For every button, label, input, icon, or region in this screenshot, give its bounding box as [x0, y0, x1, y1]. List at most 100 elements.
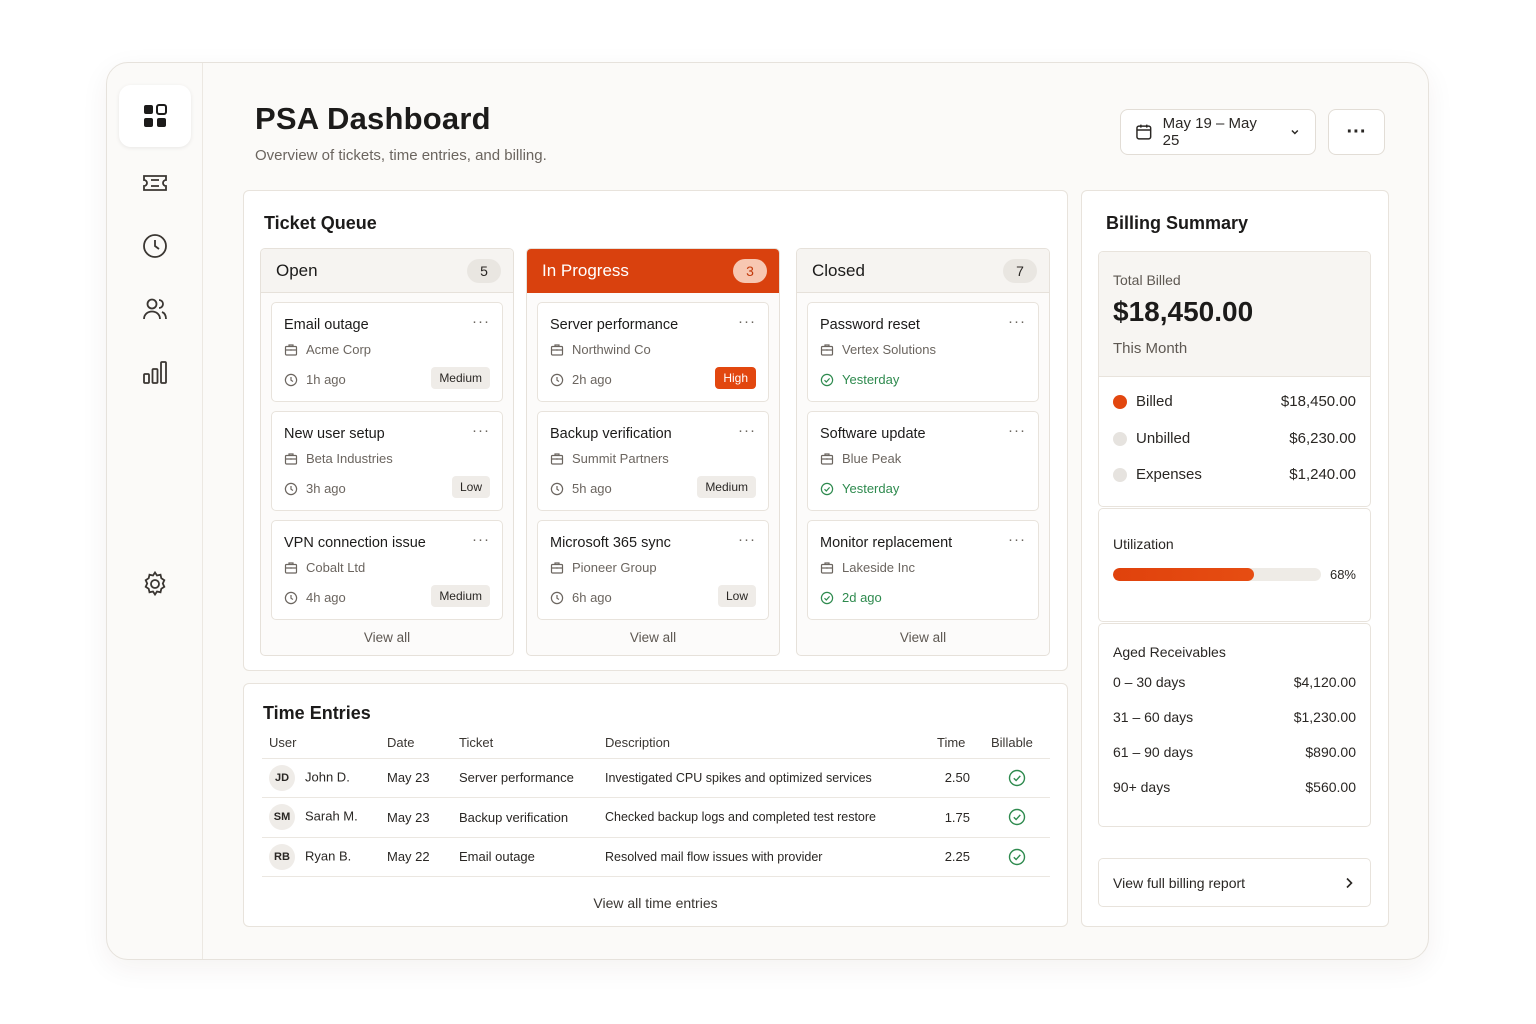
- ticket-card[interactable]: VPN connection issue ··· Cobalt Ltd 4h ago M…: [271, 520, 503, 620]
- aged-receivable-row: 90+ days $560.00: [1113, 779, 1356, 795]
- ticket-time: 4h ago: [284, 590, 346, 605]
- sidebar-item-reports[interactable]: [119, 341, 191, 403]
- ticket-client-name: Acme Corp: [306, 342, 372, 357]
- ticket-client: Vertex Solutions: [820, 342, 936, 357]
- ticket-menu-button[interactable]: ···: [1008, 313, 1026, 330]
- building-icon: [550, 452, 564, 465]
- column-count-badge: 3: [733, 258, 767, 283]
- priority-badge: Medium: [697, 476, 756, 498]
- ticket-time-label: 3h ago: [306, 481, 346, 496]
- date-range-picker[interactable]: May 19 – May 25: [1120, 109, 1316, 155]
- cell-user: JD John D.: [262, 758, 380, 798]
- aged-receivable-row: 31 – 60 days $1,230.00: [1113, 709, 1356, 725]
- ticket-client-name: Northwind Co: [572, 342, 651, 357]
- sidebar-item-dashboard[interactable]: [119, 85, 191, 147]
- bar-chart-icon: [143, 361, 167, 384]
- gear-icon: [144, 570, 166, 597]
- table-row[interactable]: JD John D. May 23 Server performance Investi…: [262, 758, 1050, 798]
- sidebar-item-settings[interactable]: [119, 553, 191, 615]
- clock-icon: [550, 482, 564, 495]
- ticket-client: Lakeside Inc: [820, 560, 915, 575]
- view-all-link[interactable]: View all: [363, 630, 411, 645]
- billable-check-icon: [1008, 769, 1026, 786]
- column-header-ticket: Ticket: [452, 728, 598, 759]
- more-options-button[interactable]: ···: [1328, 109, 1385, 155]
- ticket-menu-button[interactable]: ···: [1008, 422, 1026, 439]
- billing-period: This Month: [1113, 340, 1188, 357]
- ticket-card[interactable]: Password reset ··· Vertex Solutions Yesterd…: [807, 302, 1039, 402]
- aged-receivables-card: Aged Receivables 0 – 30 days $4,120.00 31 …: [1098, 623, 1371, 827]
- ticket-card[interactable]: Software update ··· Blue Peak Yesterday: [807, 411, 1039, 511]
- time-entries-title: Time Entries: [263, 703, 371, 723]
- sidebar-item-users[interactable]: [119, 278, 191, 340]
- check-circle-icon: [820, 591, 834, 604]
- ticket-card[interactable]: Monitor replacement ··· Lakeside Inc 2d ago: [807, 520, 1039, 620]
- view-all-link[interactable]: View all: [899, 630, 947, 645]
- ticket-card[interactable]: Backup verification ··· Summit Partners 5h …: [537, 411, 769, 511]
- ticket-time-label: 1h ago: [306, 372, 346, 387]
- building-icon: [284, 452, 298, 465]
- cell-ticket: Server performance: [452, 758, 598, 798]
- ticket-menu-button[interactable]: ···: [738, 422, 756, 439]
- clock-icon: [550, 591, 564, 604]
- column-header: Closed 7: [797, 249, 1049, 293]
- cell-user: SM Sarah M.: [262, 797, 380, 838]
- cell-time: 1.75: [930, 797, 984, 838]
- building-icon: [550, 343, 564, 356]
- ticket-client-name: Cobalt Ltd: [306, 560, 366, 575]
- user-name: John D.: [305, 769, 350, 785]
- clock-icon: [284, 482, 298, 495]
- legend-dot: [1113, 431, 1127, 446]
- ticket-time-label: 6h ago: [572, 590, 612, 605]
- ticket-card[interactable]: Microsoft 365 sync ··· Pioneer Group 6h ago…: [537, 520, 769, 620]
- ticket-menu-button[interactable]: ···: [472, 422, 490, 439]
- aged-receivables-title: Aged Receivables: [1113, 644, 1226, 660]
- priority-badge: Medium: [431, 585, 490, 607]
- ticket-card[interactable]: New user setup ··· Beta Industries 3h ago Lo…: [271, 411, 503, 511]
- ticket-client: Blue Peak: [820, 451, 901, 466]
- ticket-menu-button[interactable]: ···: [472, 313, 490, 330]
- column-count-badge: 5: [467, 258, 501, 283]
- ticket-card[interactable]: Email outage ··· Acme Corp 1h ago Medium: [271, 302, 503, 402]
- ticket-client-name: Blue Peak: [842, 451, 902, 466]
- aged-label: 90+ days: [1113, 779, 1171, 795]
- cell-billable: [984, 758, 1050, 798]
- breakdown-value: $6,230.00: [1289, 429, 1356, 447]
- cell-user: RB Ryan B.: [262, 837, 380, 877]
- breakdown-label: Unbilled: [1136, 429, 1191, 447]
- view-all-link[interactable]: View all: [629, 630, 677, 645]
- ticket-time: Yesterday: [820, 481, 899, 496]
- ticket-client-name: Pioneer Group: [572, 560, 657, 575]
- chevron-right-icon: [1346, 877, 1353, 888]
- ticket-menu-button[interactable]: ···: [738, 531, 756, 548]
- ticket-time: 6h ago: [550, 590, 612, 605]
- breakdown-value: $1,240.00: [1289, 466, 1356, 483]
- table-row[interactable]: SM Sarah M. May 23 Backup verification Check…: [262, 797, 1050, 838]
- cell-time: 2.25: [930, 837, 984, 877]
- ticket-time: 5h ago: [550, 481, 612, 496]
- ticket-time-label: 2h ago: [572, 372, 612, 387]
- breakdown-label-wrap: Expenses: [1113, 466, 1202, 483]
- view-billing-report-button[interactable]: View full billing report: [1098, 858, 1371, 907]
- breakdown-label-wrap: Unbilled: [1113, 430, 1190, 447]
- utilization-card: Utilization 68%: [1098, 508, 1371, 622]
- sidebar-item-tickets[interactable]: [119, 152, 191, 214]
- view-all-time-entries-link[interactable]: View all time entries: [593, 895, 718, 911]
- table-row[interactable]: RB Ryan B. May 22 Email outage Resolved mail…: [262, 837, 1050, 877]
- building-icon: [284, 343, 298, 356]
- ticket-client-name: Beta Industries: [306, 451, 393, 466]
- billing-breakdown-row: Billed $18,450.00: [1113, 393, 1356, 410]
- ticket-menu-button[interactable]: ···: [472, 531, 490, 548]
- table-header-row: User Date Ticket Description Time Billab…: [262, 728, 1050, 759]
- aged-label: 0 – 30 days: [1113, 674, 1186, 690]
- ticket-menu-button[interactable]: ···: [1008, 531, 1026, 548]
- utilization-label: Utilization: [1113, 536, 1174, 552]
- sidebar: [107, 63, 203, 959]
- aged-receivable-row: 61 – 90 days $890.00: [1113, 744, 1356, 760]
- sidebar-item-time[interactable]: [119, 215, 191, 277]
- column-header: Open 5: [261, 249, 513, 293]
- cell-description: Investigated CPU spikes and optimized se…: [598, 758, 930, 798]
- ticket-menu-button[interactable]: ···: [738, 313, 756, 330]
- ticket-card[interactable]: Server performance ··· Northwind Co 2h ago H…: [537, 302, 769, 402]
- ticket-client-name: Summit Partners: [572, 451, 669, 466]
